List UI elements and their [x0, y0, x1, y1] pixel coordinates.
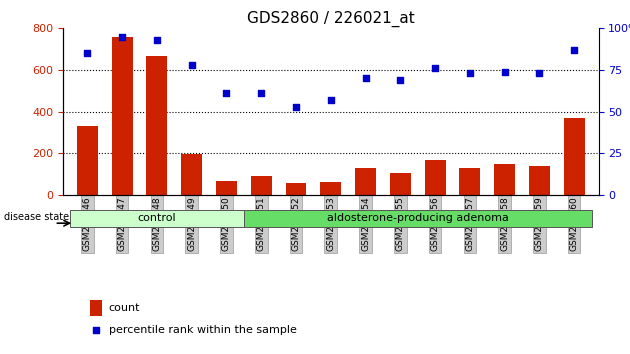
Point — [152, 37, 162, 43]
Bar — [181, 154, 202, 195]
Point — [221, 90, 231, 96]
Bar — [564, 118, 585, 195]
Bar — [529, 166, 550, 195]
Bar — [251, 176, 272, 195]
Point — [83, 51, 93, 56]
Text: count: count — [108, 303, 140, 313]
Bar — [77, 126, 98, 195]
Text: percentile rank within the sample: percentile rank within the sample — [108, 325, 296, 336]
Point — [256, 90, 266, 96]
Bar — [70, 210, 244, 227]
Bar — [146, 56, 168, 195]
Point — [186, 62, 197, 68]
Bar — [216, 181, 237, 195]
Bar — [285, 183, 306, 195]
Point — [534, 70, 544, 76]
Bar — [320, 182, 341, 195]
Bar — [459, 168, 480, 195]
Bar — [390, 173, 411, 195]
Text: aldosterone-producing adenoma: aldosterone-producing adenoma — [327, 213, 508, 223]
Text: disease state: disease state — [4, 212, 69, 222]
Bar — [425, 160, 445, 195]
Point — [465, 70, 475, 76]
Bar — [244, 210, 592, 227]
Bar — [494, 164, 515, 195]
Point — [117, 34, 127, 40]
Title: GDS2860 / 226021_at: GDS2860 / 226021_at — [247, 11, 415, 27]
Point — [395, 77, 405, 83]
Text: control: control — [137, 213, 176, 223]
Point — [291, 104, 301, 109]
Point — [360, 75, 370, 81]
Bar — [355, 168, 376, 195]
Bar — [112, 37, 132, 195]
Point — [430, 65, 440, 71]
Point — [326, 97, 336, 103]
Bar — [90, 300, 101, 316]
Point — [500, 69, 510, 74]
Point — [91, 328, 101, 333]
Point — [569, 47, 579, 53]
